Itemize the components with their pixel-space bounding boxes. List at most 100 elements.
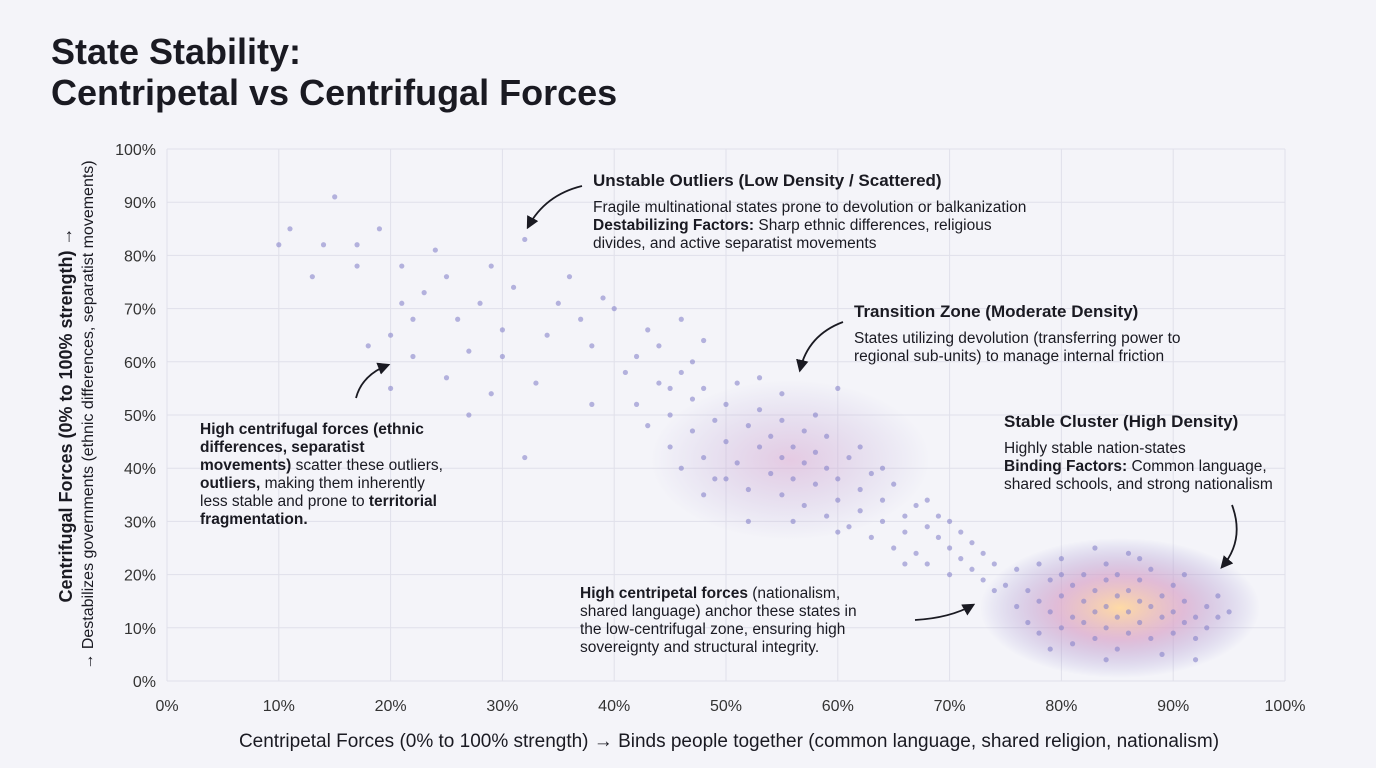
point bbox=[287, 226, 293, 232]
point bbox=[376, 226, 383, 232]
point bbox=[488, 391, 494, 397]
point bbox=[1047, 646, 1053, 652]
point bbox=[1058, 556, 1064, 562]
annotation-text: sovereignty and structural integrity. bbox=[580, 639, 819, 656]
arrow bbox=[526, 185, 583, 230]
point bbox=[801, 460, 807, 466]
point bbox=[924, 561, 930, 567]
point bbox=[846, 524, 852, 530]
annotation-line: Destabilizing Factors: Sharp ethnic diff… bbox=[593, 217, 992, 234]
x-tick-label: 0% bbox=[155, 698, 178, 715]
point bbox=[689, 359, 696, 365]
x-tick-label: 70% bbox=[934, 698, 966, 715]
point bbox=[410, 353, 416, 360]
x-axis-label: Centripetal Forces (0% to 100% strength)… bbox=[239, 731, 1219, 752]
point bbox=[276, 242, 282, 248]
annotation-text: High centripetal forces bbox=[580, 585, 748, 602]
point bbox=[1125, 630, 1132, 636]
annotation-text: Sharp ethnic differences, religious bbox=[754, 217, 992, 234]
point bbox=[1137, 577, 1143, 583]
point bbox=[689, 428, 696, 434]
point bbox=[1215, 614, 1221, 620]
point bbox=[1081, 572, 1087, 578]
point bbox=[857, 486, 863, 493]
point bbox=[1181, 572, 1187, 578]
point bbox=[812, 412, 819, 418]
point bbox=[432, 247, 438, 253]
point bbox=[812, 449, 819, 455]
point bbox=[701, 385, 707, 391]
point bbox=[835, 476, 841, 482]
point bbox=[633, 353, 640, 360]
point bbox=[332, 194, 338, 200]
point bbox=[1181, 619, 1187, 626]
point bbox=[734, 460, 740, 466]
point bbox=[991, 561, 997, 567]
point bbox=[645, 423, 651, 429]
point bbox=[935, 534, 942, 540]
point bbox=[1204, 603, 1210, 610]
point bbox=[678, 369, 684, 376]
y-tick-label: 70% bbox=[124, 302, 156, 319]
point bbox=[466, 412, 472, 418]
point bbox=[723, 439, 729, 445]
point bbox=[410, 316, 416, 322]
annotation-text: Highly stable nation-states bbox=[1004, 440, 1186, 457]
point bbox=[1069, 641, 1076, 647]
point bbox=[443, 375, 450, 381]
point bbox=[399, 263, 405, 269]
annotation-text: shared language) anchor these states in bbox=[580, 603, 857, 620]
point bbox=[1192, 614, 1199, 620]
point bbox=[745, 486, 751, 493]
point bbox=[354, 242, 360, 248]
point bbox=[1192, 635, 1199, 642]
point bbox=[891, 545, 897, 551]
density-glow bbox=[980, 538, 1260, 678]
point bbox=[868, 470, 874, 477]
point bbox=[801, 428, 807, 434]
point bbox=[1125, 587, 1132, 594]
y-tick-label: 0% bbox=[133, 674, 156, 691]
annotation-title: Unstable Outliers (Low Density / Scatter… bbox=[593, 171, 942, 190]
point bbox=[1204, 625, 1210, 631]
point bbox=[1181, 598, 1187, 604]
annotation-title: Transition Zone (Moderate Density) bbox=[854, 302, 1138, 321]
point bbox=[1148, 566, 1154, 572]
annotation-line: fragmentation. bbox=[200, 511, 308, 528]
points bbox=[276, 194, 1232, 663]
point bbox=[1114, 593, 1120, 599]
point bbox=[902, 529, 908, 535]
point bbox=[1014, 566, 1020, 572]
point bbox=[835, 529, 841, 535]
y-tick-label: 20% bbox=[124, 568, 156, 585]
annotation-text: differences, separatist bbox=[200, 439, 365, 456]
point bbox=[913, 502, 919, 509]
point bbox=[1148, 635, 1154, 642]
point bbox=[723, 401, 729, 407]
point bbox=[1114, 572, 1120, 578]
x-tick-label: 60% bbox=[822, 698, 854, 715]
point bbox=[969, 566, 975, 572]
point bbox=[1092, 587, 1098, 594]
point bbox=[533, 380, 539, 386]
x-tick-label: 100% bbox=[1265, 698, 1306, 715]
point bbox=[835, 385, 841, 391]
point bbox=[1058, 625, 1064, 631]
annotation-line: outliers, making them inherently bbox=[200, 475, 425, 492]
point bbox=[1170, 630, 1176, 636]
point bbox=[1092, 635, 1098, 642]
annotation-line: movements) scatter these outliers, bbox=[200, 457, 443, 474]
point bbox=[745, 518, 751, 525]
point bbox=[768, 433, 774, 439]
point bbox=[622, 369, 628, 376]
point bbox=[756, 444, 763, 450]
point bbox=[924, 497, 930, 503]
point bbox=[1159, 614, 1165, 620]
point bbox=[1170, 609, 1176, 615]
annotation-line: Binding Factors: Common language, bbox=[1004, 458, 1267, 475]
annotation-text: shared schools, and strong nationalism bbox=[1004, 476, 1273, 493]
point bbox=[365, 343, 371, 349]
annotation-text: less stable and prone to bbox=[200, 493, 369, 510]
